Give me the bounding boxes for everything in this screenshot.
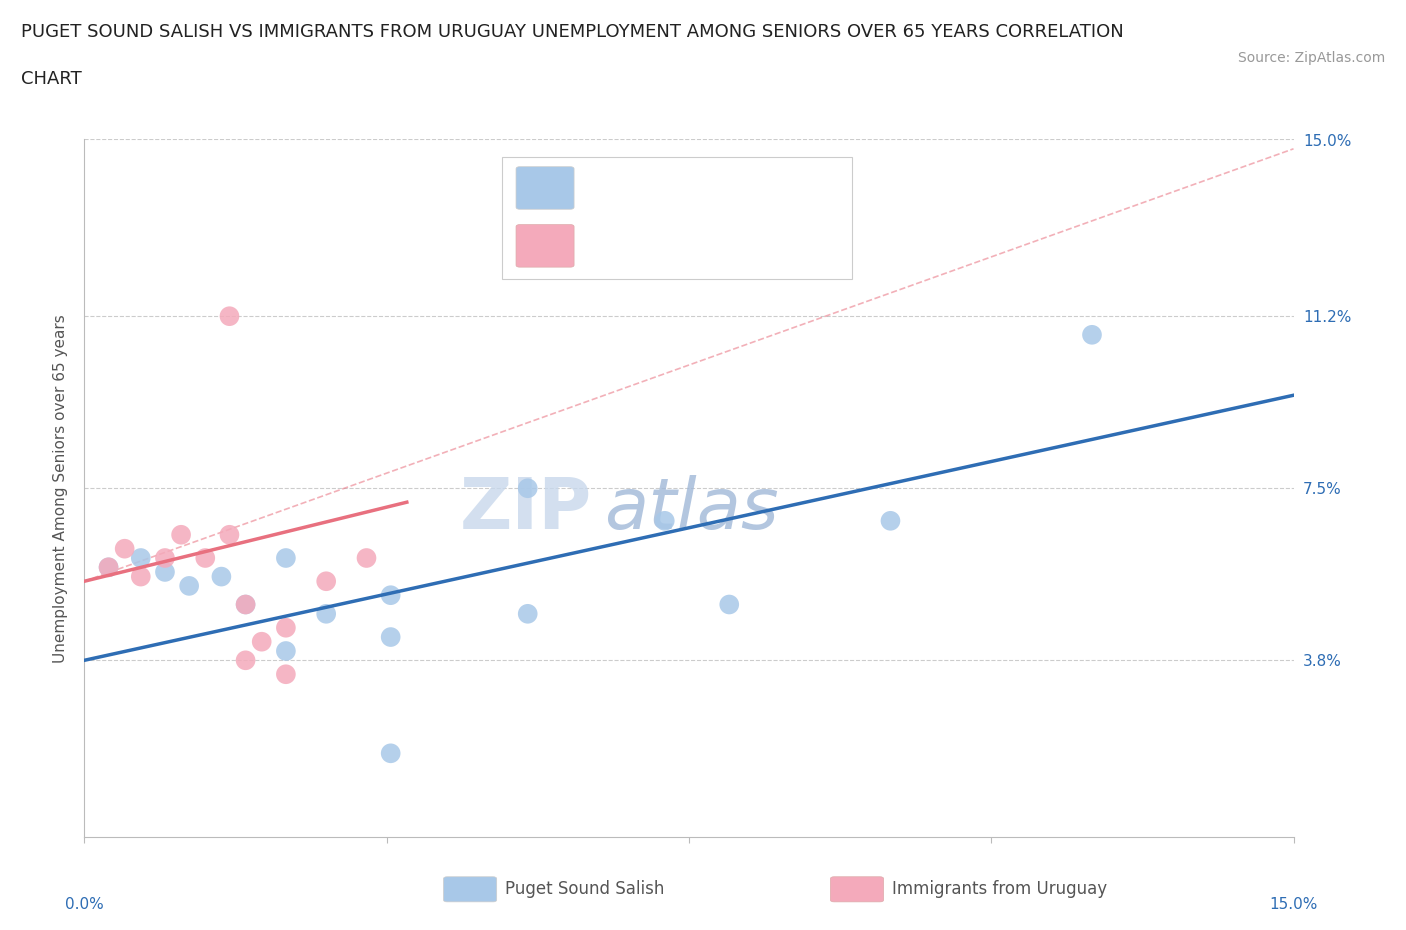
Point <box>315 606 337 621</box>
Text: CHART: CHART <box>21 70 82 87</box>
FancyBboxPatch shape <box>443 877 496 902</box>
Point <box>129 569 152 584</box>
Point <box>879 513 901 528</box>
Text: Immigrants from Uruguay: Immigrants from Uruguay <box>891 881 1107 898</box>
Point <box>1081 327 1104 342</box>
Point <box>274 620 297 635</box>
Point <box>315 574 337 589</box>
Point <box>516 481 538 496</box>
FancyBboxPatch shape <box>831 877 883 902</box>
Y-axis label: Unemployment Among Seniors over 65 years: Unemployment Among Seniors over 65 years <box>53 314 69 662</box>
Point <box>380 746 402 761</box>
Point <box>274 667 297 682</box>
Point <box>235 597 257 612</box>
Point <box>179 578 201 593</box>
Point <box>209 569 232 584</box>
Point <box>97 560 120 575</box>
Text: 0.0%: 0.0% <box>65 897 104 912</box>
Point <box>129 551 152 565</box>
Text: PUGET SOUND SALISH VS IMMIGRANTS FROM URUGUAY UNEMPLOYMENT AMONG SENIORS OVER 65: PUGET SOUND SALISH VS IMMIGRANTS FROM UR… <box>21 23 1123 41</box>
Point <box>153 551 176 565</box>
Point <box>114 541 136 556</box>
Point <box>194 551 217 565</box>
Text: R =  0.181   N = 12: R = 0.181 N = 12 <box>586 232 778 249</box>
Point <box>274 644 297 658</box>
FancyBboxPatch shape <box>516 225 574 267</box>
Text: atlas: atlas <box>605 474 779 544</box>
Point <box>250 634 273 649</box>
FancyBboxPatch shape <box>502 157 852 279</box>
Point <box>654 513 676 528</box>
Point <box>235 597 257 612</box>
Point <box>235 653 257 668</box>
Point <box>380 588 402 603</box>
Point <box>718 597 741 612</box>
Text: ZIP: ZIP <box>460 474 592 544</box>
Point <box>218 527 240 542</box>
Point <box>356 551 378 565</box>
Point <box>218 309 240 324</box>
FancyBboxPatch shape <box>516 166 574 209</box>
Text: Source: ZipAtlas.com: Source: ZipAtlas.com <box>1237 51 1385 65</box>
Point <box>97 560 120 575</box>
Text: Puget Sound Salish: Puget Sound Salish <box>505 881 665 898</box>
Text: 15.0%: 15.0% <box>1270 897 1317 912</box>
Point <box>274 551 297 565</box>
Point <box>153 565 176 579</box>
Point <box>380 630 402 644</box>
Text: R = 0.573   N = 14: R = 0.573 N = 14 <box>586 176 770 193</box>
Point <box>170 527 193 542</box>
Point <box>516 606 538 621</box>
